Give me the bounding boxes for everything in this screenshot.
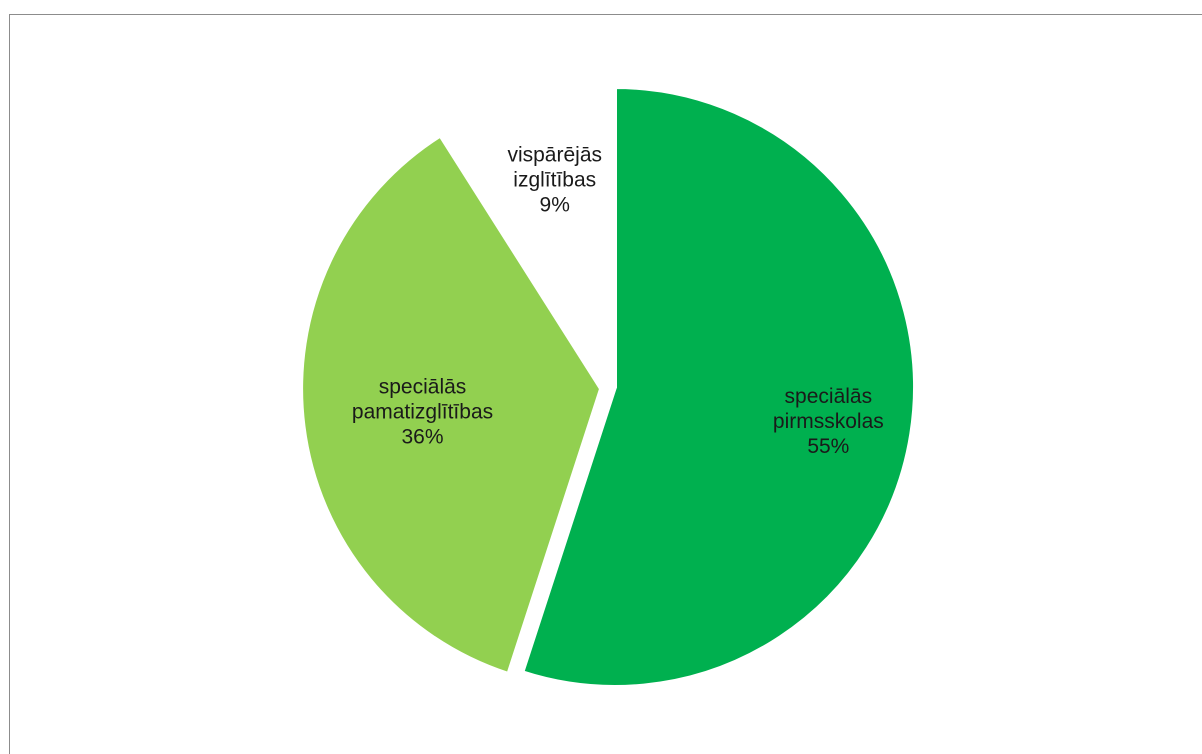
- slice-category-label: speciālās: [785, 385, 873, 408]
- pie-slice-0: [520, 85, 917, 689]
- slice-value-label: 36%: [402, 425, 444, 448]
- slice-value-label: 9%: [540, 194, 570, 217]
- slice-category-label: speciālās: [379, 375, 467, 398]
- slice-category-label: izglītības: [513, 169, 596, 192]
- slice-label-0: speciālās pirmsskolas 55%: [773, 385, 884, 458]
- pie-slices: [299, 85, 917, 689]
- slice-label-1: speciālās pamatizglītības 36%: [352, 375, 493, 448]
- slice-label-2: vispārējās izglītības 9%: [507, 144, 602, 217]
- slice-category-label: vispārējās: [507, 144, 602, 167]
- slice-category-label: pamatizglītības: [352, 400, 493, 423]
- pie-slice-1: [299, 133, 604, 677]
- pie-slice-2: [452, 85, 617, 389]
- slice-value-label: 55%: [807, 435, 849, 458]
- slice-category-label: pirmsskolas: [773, 410, 884, 433]
- pie-labels: speciālās pirmsskolas 55%speciālās pamatizg…: [352, 144, 884, 458]
